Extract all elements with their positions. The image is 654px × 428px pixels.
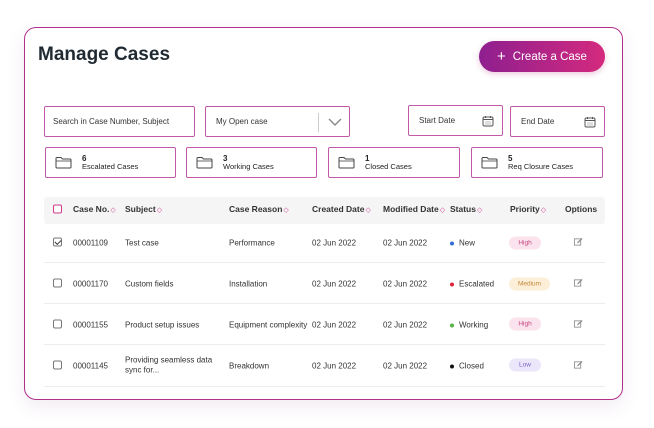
case-reason: Breakdown <box>229 361 270 371</box>
status: Escalated <box>450 280 494 289</box>
edit-icon[interactable] <box>574 278 583 288</box>
case-reason: Equipment complexity <box>229 320 308 330</box>
col-priority[interactable]: Priority◇ <box>510 204 547 214</box>
page-title: Manage Cases <box>38 44 171 65</box>
select-divider <box>318 113 319 132</box>
folder-icon <box>338 157 355 169</box>
status: Working <box>450 321 488 330</box>
stat-escalated-cases[interactable]: 6 Escalated Cases <box>45 147 176 178</box>
stat-label: Escalated Cases <box>82 161 139 171</box>
created-date: 02 Jun 2022 <box>312 279 357 289</box>
case-reason: Performance <box>229 238 275 248</box>
row-divider <box>44 386 605 387</box>
case-subject: Test case <box>125 238 159 248</box>
modified-date: 02 Jun 2022 <box>383 279 428 289</box>
status-dot <box>450 241 454 246</box>
case-subject: Custom fields <box>125 279 174 289</box>
calendar-icon[interactable] <box>584 116 596 128</box>
col-case-reason[interactable]: Case Reason◇ <box>229 204 289 214</box>
status-dot <box>450 364 454 369</box>
case-subject: Product setup issues <box>125 320 200 330</box>
case-view-select[interactable]: My Open case <box>205 106 350 137</box>
priority-badge: Low <box>509 358 541 372</box>
stat-req-closure-cases[interactable]: 5 Req Closure Cases <box>471 147 603 178</box>
col-case-no[interactable]: Case No.◇ <box>73 204 116 214</box>
sort-icon[interactable]: ◇ <box>439 207 446 214</box>
row-checkbox[interactable] <box>53 319 62 329</box>
edit-icon[interactable] <box>574 237 583 247</box>
sort-icon[interactable]: ◇ <box>283 207 289 214</box>
modified-date: 02 Jun 2022 <box>383 320 428 330</box>
status: New <box>450 239 475 248</box>
case-view-value: My Open case <box>216 117 268 126</box>
row-checkbox[interactable] <box>53 278 62 288</box>
priority-badge: High <box>509 317 541 331</box>
select-all-checkbox[interactable] <box>53 204 62 214</box>
status-dot <box>450 323 454 328</box>
stat-label: Closed Cases <box>365 161 412 171</box>
created-date: 02 Jun 2022 <box>312 361 357 371</box>
folder-icon <box>481 157 498 169</box>
calendar-icon[interactable] <box>482 115 494 127</box>
modified-date: 02 Jun 2022 <box>383 238 428 248</box>
col-subject[interactable]: Subject◇ <box>125 204 163 214</box>
col-options: Options <box>565 204 598 214</box>
sort-icon[interactable]: ◇ <box>156 207 163 214</box>
plus-icon: + <box>497 48 506 65</box>
col-status[interactable]: Status◇ <box>450 204 483 214</box>
sort-icon[interactable]: ◇ <box>110 207 116 214</box>
case-number[interactable]: 00001170 <box>73 279 108 289</box>
stat-label: Req Closure Cases <box>508 161 574 171</box>
sort-icon[interactable]: ◇ <box>540 207 547 214</box>
stat-count: 3 <box>223 153 228 163</box>
case-number[interactable]: 00001109 <box>73 238 108 248</box>
case-reason: Installation <box>229 279 268 289</box>
search-input[interactable]: Search in Case Number, Subject <box>44 106 195 137</box>
row-divider <box>44 303 605 304</box>
modified-date: 02 Jun 2022 <box>383 361 428 371</box>
search-placeholder: Search in Case Number, Subject <box>53 117 170 126</box>
row-checkbox[interactable] <box>53 237 62 247</box>
row-checkbox[interactable] <box>53 360 62 370</box>
edit-icon[interactable] <box>574 319 583 329</box>
stat-count: 5 <box>508 153 513 163</box>
row-divider <box>44 344 605 345</box>
case-number[interactable]: 00001145 <box>73 361 108 371</box>
end-date-input[interactable]: End Date <box>510 106 605 137</box>
sort-icon[interactable]: ◇ <box>365 207 371 214</box>
col-modified-date[interactable]: Modified Date◇ <box>383 204 446 214</box>
table-header <box>44 197 605 224</box>
stat-closed-cases[interactable]: 1 Closed Cases <box>328 147 460 178</box>
row-divider <box>44 262 605 263</box>
stat-count: 1 <box>365 153 370 163</box>
start-date-placeholder: Start Date <box>419 116 456 125</box>
priority-badge: High <box>509 236 541 250</box>
created-date: 02 Jun 2022 <box>312 320 357 330</box>
stat-working-cases[interactable]: 3 Working Cases <box>186 147 317 178</box>
case-number[interactable]: 00001155 <box>73 320 108 330</box>
case-subject: Providing seamless data sync for... <box>125 355 213 375</box>
stat-count: 6 <box>82 153 87 163</box>
folder-icon <box>55 157 72 169</box>
sort-icon[interactable]: ◇ <box>476 207 483 214</box>
chevron-down-icon[interactable] <box>327 116 343 128</box>
end-date-placeholder: End Date <box>521 117 555 126</box>
stat-label: Working Cases <box>223 161 274 171</box>
create-case-label: Create a Case <box>512 50 587 63</box>
priority-badge: Medium <box>509 277 550 291</box>
folder-icon <box>196 157 213 169</box>
status-dot <box>450 282 454 287</box>
status: Closed <box>450 362 484 371</box>
edit-icon[interactable] <box>574 360 583 370</box>
create-case-button[interactable]: + Create a Case <box>479 41 605 72</box>
created-date: 02 Jun 2022 <box>312 238 357 248</box>
col-created-date[interactable]: Created Date◇ <box>312 204 371 214</box>
start-date-input[interactable]: Start Date <box>408 105 503 136</box>
